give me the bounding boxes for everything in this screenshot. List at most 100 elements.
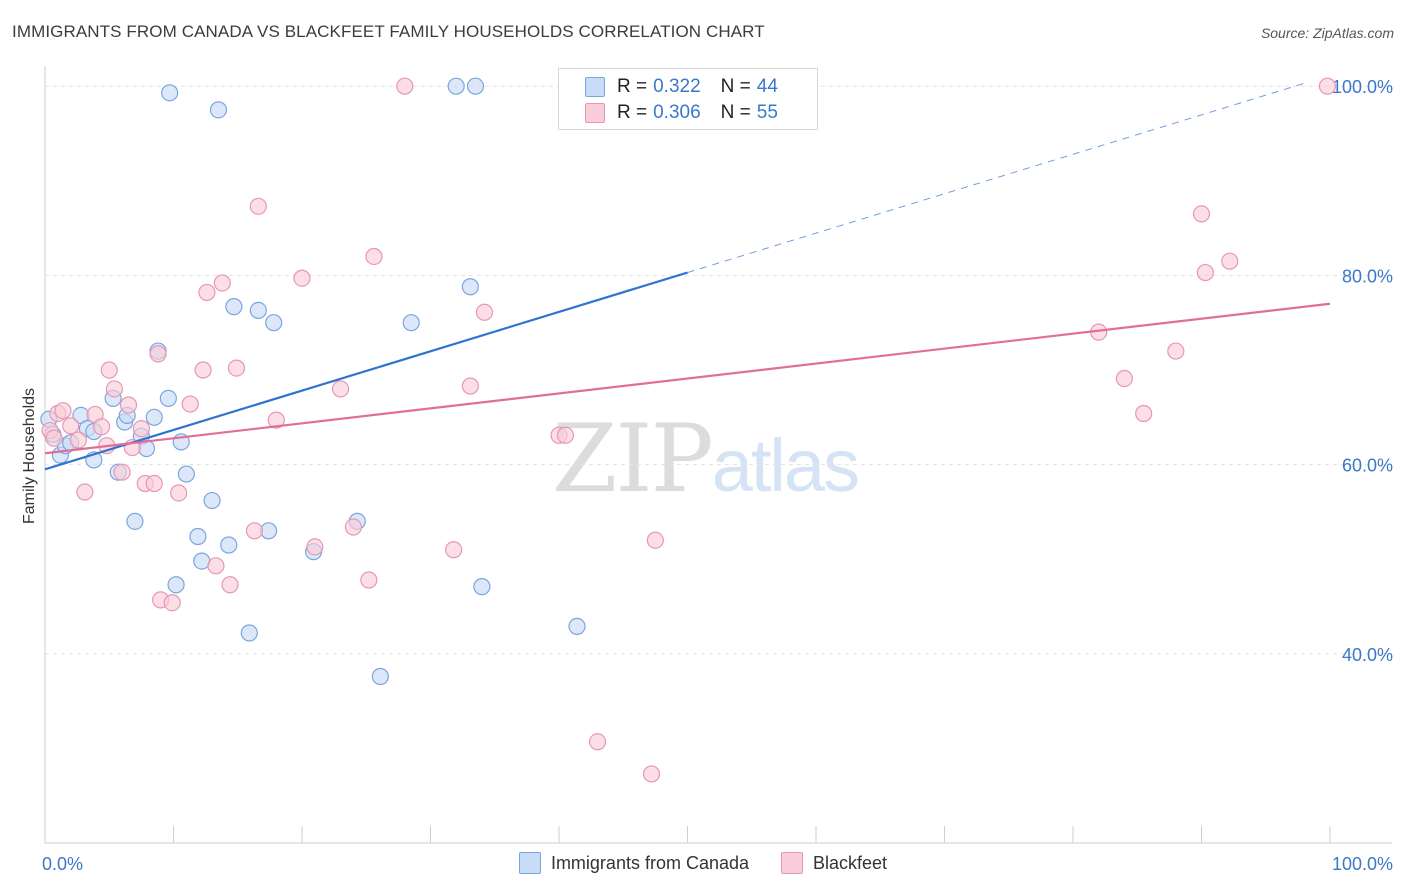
blackfeet-point (213, 274, 231, 292)
legend-n-label: N = (720, 102, 751, 123)
y-tick-label: 100.0% (1332, 77, 1393, 97)
watermark-atlas: atlas (711, 424, 860, 507)
blackfeet-point (76, 483, 94, 501)
blackfeet-point (113, 463, 131, 481)
zipatlas-watermark: ZIPatlas (552, 405, 860, 514)
series-swatch-blackfeet (781, 852, 804, 874)
blackfeet-point (245, 522, 264, 540)
legend-r-label: R = (617, 76, 648, 97)
canada-point (265, 314, 283, 332)
blackfeet-point (475, 303, 494, 321)
legend-r-label: R = (617, 102, 648, 123)
blackfeet-point (1135, 404, 1153, 423)
blackfeet-point (62, 417, 80, 435)
blackfeet-trendline (44, 302, 1331, 455)
blackfeet-point (1221, 252, 1239, 270)
blackfeet-point (1115, 369, 1134, 388)
blackfeet-point (396, 77, 414, 95)
canada-point (159, 389, 177, 407)
legend-r-value: 0.322 (653, 76, 701, 97)
blackfeet-point (194, 361, 212, 379)
legend-n-value: 55 (756, 102, 778, 123)
blackfeet-point (163, 594, 181, 612)
canada-point (220, 536, 238, 554)
canada-point (461, 278, 479, 296)
blackfeet-point (92, 418, 111, 436)
blackfeet-point (646, 531, 664, 549)
blackfeet-point (331, 380, 350, 398)
canada-trendline-extension (687, 82, 1305, 274)
series-legend: Immigrants from Canada Blackfeet (0, 852, 1406, 874)
legend-row-blackfeet: R = 0.306 N = 55 (585, 101, 778, 125)
blackfeet-point (344, 518, 362, 536)
blackfeet-point (1192, 205, 1211, 223)
blackfeet-point (207, 557, 225, 575)
canada-point (203, 491, 221, 510)
y-tick-label: 60.0% (1342, 456, 1393, 476)
blackfeet-point (1196, 263, 1214, 282)
canada-point (568, 617, 586, 635)
blackfeet-point (1167, 342, 1185, 360)
canada-point (249, 301, 267, 319)
legend-n-value: 44 (756, 76, 778, 97)
legend-swatch-canada (585, 77, 605, 97)
watermark-zip: ZIP (552, 405, 714, 514)
legend-swatch-blackfeet (585, 103, 605, 123)
blackfeet-point (149, 345, 167, 363)
blackfeet-point (642, 765, 661, 783)
canada-point (145, 408, 163, 426)
blackfeet-point (145, 474, 163, 493)
source-label: Source: ZipAtlas.com (1260, 25, 1394, 41)
x-tick-label: 0.0% (42, 854, 83, 874)
blackfeet-point (293, 269, 311, 287)
correlation-legend: R = 0.322 N = 44 R = 0.306 N = 55 (558, 68, 818, 130)
y-tick-label: 80.0% (1342, 266, 1393, 286)
series-legend-blackfeet[interactable]: Blackfeet (781, 852, 887, 874)
blackfeet-point (306, 538, 324, 556)
y-axis-label: Family Households (21, 387, 38, 525)
y-tick-label: 40.0% (1342, 645, 1393, 665)
blackfeet-point (69, 431, 88, 449)
blackfeet-point (132, 420, 150, 438)
blackfeet-point (556, 426, 575, 444)
blackfeet-point (461, 377, 479, 395)
blackfeet-point (227, 359, 246, 377)
blackfeet-point (365, 247, 383, 266)
canada-point (177, 465, 195, 483)
blackfeet-point (445, 541, 463, 559)
canada-point (447, 77, 465, 95)
blackfeet-point (54, 402, 72, 420)
canada-point (167, 576, 185, 594)
blackfeet-point (221, 576, 239, 594)
chart-title: IMMIGRANTS FROM CANADA VS BLACKFEET FAMI… (12, 22, 765, 41)
canada-trendline (44, 271, 688, 471)
series-legend-canada[interactable]: Immigrants from Canada (518, 852, 750, 874)
blackfeet-point (1318, 77, 1337, 95)
blackfeet-point (181, 395, 199, 413)
blackfeet-point (267, 411, 285, 429)
series-name-canada: Immigrants from Canada (550, 852, 750, 873)
legend-n-label: N = (720, 76, 751, 97)
canada-point (402, 314, 420, 332)
canada-point (371, 667, 389, 686)
canada-point (189, 527, 207, 546)
blackfeet-point (198, 283, 216, 302)
canada-point (240, 624, 258, 642)
blackfeet-point (105, 380, 123, 398)
blackfeet-point (45, 429, 63, 447)
blackfeet-point (170, 484, 188, 502)
series-swatch-canada (518, 852, 541, 874)
x-tick-label: 100.0% (1332, 854, 1393, 874)
blackfeet-point (100, 361, 118, 379)
canada-point (466, 77, 485, 95)
canada-point (473, 578, 491, 596)
blackfeet-point (360, 571, 378, 589)
legend-r-value: 0.306 (653, 102, 701, 123)
canada-point (126, 512, 144, 530)
series-name-blackfeet: Blackfeet (813, 852, 888, 873)
canada-point (209, 101, 228, 119)
blackfeet-point (119, 396, 138, 414)
canada-point (161, 84, 179, 102)
canada-point (225, 298, 243, 316)
